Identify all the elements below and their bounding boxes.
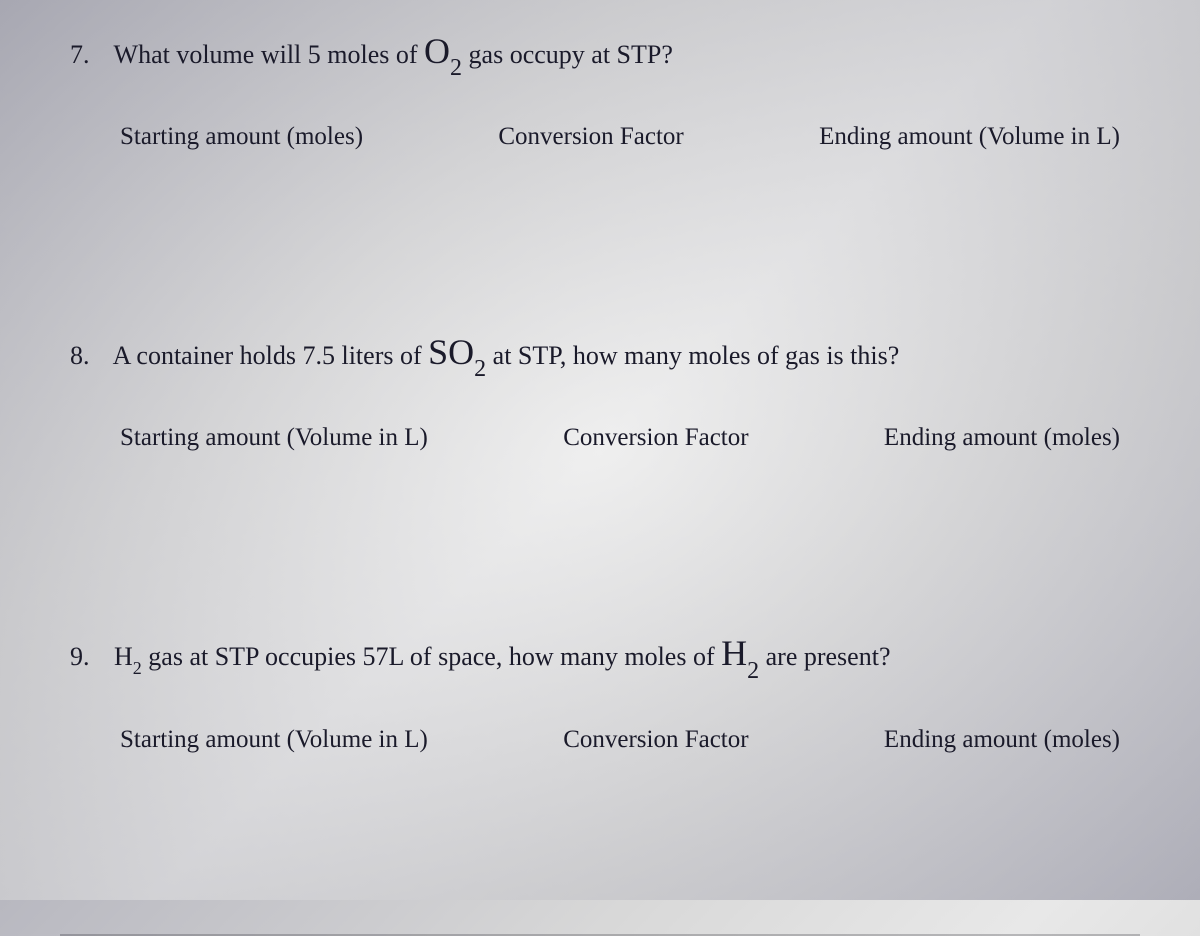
question-9-text: 9. H2 gas at STP occupies 57L of space, … [60,632,1140,680]
question-9-number: 9. [70,642,90,672]
q8-ending-amount-label: Ending amount (moles) [884,424,1120,452]
q8-conversion-factor-label: Conversion Factor [563,424,748,452]
o2-formula: O2 [424,31,462,71]
question-7-columns: Starting amount (moles) Conversion Facto… [60,123,1140,151]
question-9: 9. H2 gas at STP occupies 57L of space, … [60,632,1140,753]
question-8-text-before: A container holds 7.5 liters of [113,341,429,370]
q7-ending-amount-label: Ending amount (Volume in L) [819,123,1120,151]
question-7-number: 7. [70,40,90,70]
question-7-text-after: gas occupy at STP? [469,40,673,69]
question-7: 7. What volume will 5 moles of O2 gas oc… [60,30,1140,151]
question-9-columns: Starting amount (Volume in L) Conversion… [60,726,1140,754]
question-9-text-mid: gas at STP occupies 57L of space, how ma… [148,642,721,671]
q9-conversion-factor-label: Conversion Factor [563,726,748,754]
q7-conversion-factor-label: Conversion Factor [498,123,683,151]
q9-ending-amount-label: Ending amount (moles) [884,726,1120,754]
so2-formula: SO2 [428,332,486,372]
question-8-text: 8. A container holds 7.5 liters of SO2 a… [60,331,1140,379]
q7-starting-amount-label: Starting amount (moles) [120,123,363,151]
q8-starting-amount-label: Starting amount (Volume in L) [120,424,428,452]
question-7-text: 7. What volume will 5 moles of O2 gas oc… [60,30,1140,78]
bottom-divider [60,934,1140,936]
question-8-text-after: at STP, how many moles of gas is this? [493,341,900,370]
question-9-text-after: are present? [766,642,891,671]
h2-formula: H2 [721,633,759,673]
q9-starting-amount-label: Starting amount (Volume in L) [120,726,428,754]
question-8-columns: Starting amount (Volume in L) Conversion… [60,424,1140,452]
question-7-text-before: What volume will 5 moles of [114,40,425,69]
question-8: 8. A container holds 7.5 liters of SO2 a… [60,331,1140,452]
question-8-number: 8. [70,341,90,371]
h2-small-formula: H2 [114,642,142,671]
